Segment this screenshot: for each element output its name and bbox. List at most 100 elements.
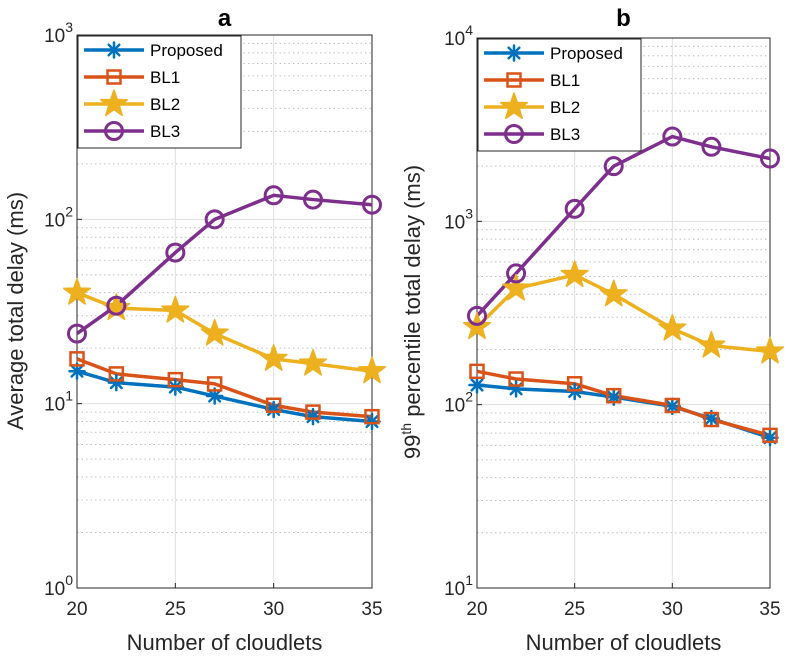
panel-b-marker-bl1: [605, 387, 622, 404]
panel-a-ytick-label: 102: [44, 203, 73, 231]
panel-b-series: [462, 126, 785, 447]
panel-a-marker-bl2: [62, 277, 92, 305]
panel-a-legend: Proposed BL1 BL2 BL3: [77, 35, 242, 149]
panel-a-axes-frame: [76, 34, 373, 589]
panel-a-ytick-exponent: 0: [65, 572, 73, 588]
panel-b-y-label-sup: th: [398, 423, 414, 435]
panel-b-legend-label-bl3: BL3: [550, 125, 580, 144]
panel-a-marker-bl2: [161, 295, 190, 323]
panel-b-y-label-main: 99: [400, 435, 425, 459]
panel-b-title: b: [616, 5, 631, 32]
panel-a-marker-bl2: [200, 318, 229, 346]
panel-b-series-line-bl1: [476, 369, 771, 438]
panel-b-xtick-label: 25: [564, 599, 585, 620]
panel-a-y-axis-label: Average total delay (ms): [3, 192, 28, 430]
panel-a-ytick-label: 100: [44, 572, 73, 600]
panel-a-xtick-label: 30: [263, 599, 284, 620]
panel-b-marker-proposed: [702, 409, 721, 428]
panel-a-marker-bl3: [204, 209, 225, 230]
panel-a-legend-label-proposed: Proposed: [150, 41, 223, 60]
panel-b-xtick-label: 35: [759, 599, 780, 620]
panel-b-marker-bl1: [703, 411, 720, 428]
panel-a-ytick-base: 10: [44, 26, 65, 47]
panel-b-marker-bl2: [755, 336, 785, 364]
panel-b-ytick-exponent: 4: [465, 22, 473, 38]
panel-b-ytick-base: 10: [444, 29, 465, 50]
panel-a-x-axis-label: Number of cloudlets: [127, 630, 323, 655]
panel-a-legend-label-bl2: BL2: [150, 95, 180, 114]
panel-b-marker-bl3: [467, 305, 487, 326]
panel-b-y-label-rest: percentile total delay (ms): [400, 165, 425, 423]
panel-a-ytick-exponent: 3: [65, 19, 73, 35]
panel-a-marker-bl3: [362, 194, 382, 215]
panel-b-legend-marker-bl2: [499, 92, 529, 120]
panel-b-xtick-label: 20: [466, 599, 487, 620]
panel-a-marker-bl3: [67, 323, 87, 344]
panel-b-legend-label-proposed: Proposed: [550, 44, 623, 63]
panel-a-marker-bl3: [263, 185, 284, 206]
panel-a-marker-proposed: [107, 373, 126, 392]
panel-b-xtick-label: 30: [662, 599, 683, 620]
panel-b-marker-bl1: [469, 363, 485, 380]
panel-b-ytick-exponent: 1: [465, 572, 473, 588]
panel-b-ytick-label: 103: [444, 205, 473, 233]
panel-b-marker-bl2: [502, 273, 531, 301]
panel-a-legend-marker-bl1: [106, 69, 122, 85]
panel-b-legend-box: [477, 38, 642, 152]
panel-b-legend-marker-bl3: [504, 124, 524, 144]
panel-b-ytick-base: 10: [444, 212, 465, 233]
panel-b-ytick-label: 104: [444, 22, 473, 50]
panel-a-legend-marker-bl2: [99, 89, 129, 117]
panel-a-ytick-base: 10: [44, 579, 65, 600]
panel-b-marker-bl3: [564, 198, 585, 219]
panel-b-ytick-label: 102: [444, 389, 473, 417]
panel-a-ytick-exponent: 2: [65, 203, 73, 219]
panel-a-ytick-base: 10: [44, 395, 65, 416]
panel-b-marker-bl1: [566, 376, 583, 392]
panel-a-xtick-label: 20: [66, 599, 87, 620]
panel-a-marker-bl3: [106, 295, 127, 316]
panel-a-marker-bl1: [108, 366, 125, 382]
panel-a-series: [62, 185, 387, 431]
panel-a-marker-bl1: [305, 404, 321, 420]
panel-b-ytick-exponent: 3: [465, 205, 473, 221]
panel-b-marker-bl2: [560, 260, 589, 288]
panel-a-marker-proposed: [304, 407, 322, 426]
panel-b-marker-proposed: [468, 376, 486, 394]
panel-a-ytick-label: 101: [44, 388, 73, 416]
panel-b-ytick-base: 10: [444, 396, 465, 417]
panel-b-marker-bl2: [599, 279, 628, 307]
panel-a-ytick-exponent: 1: [65, 388, 73, 404]
panel-b-marker-bl2: [658, 313, 687, 341]
panel-a-marker-bl1: [364, 408, 380, 425]
panel-a-legend-marker-proposed: [105, 41, 123, 59]
panel-b-marker-bl3: [506, 263, 527, 284]
panel-b-marker-bl1: [664, 397, 681, 414]
panel-a-ytick-base: 10: [44, 210, 65, 231]
panel-a-marker-bl3: [165, 242, 186, 263]
panel-b-series-line-bl3: [475, 134, 771, 318]
panel-a-marker-bl2: [298, 348, 328, 376]
panel-b-legend-label-bl1: BL1: [550, 71, 580, 90]
panel-b-legend-marker-bl1: [506, 72, 522, 88]
panel-a-xtick-label: 25: [165, 599, 186, 620]
panel-a-legend-marker-bl3: [104, 121, 124, 141]
panel-a-marker-bl2: [259, 344, 288, 371]
panel-a-title: a: [218, 5, 232, 32]
panel-b-x-axis-label: Number of cloudlets: [526, 630, 722, 655]
panel-a-ytick-label: 103: [44, 19, 73, 47]
panel-b-marker-bl1: [762, 427, 778, 444]
panel-a-xtick-label: 35: [361, 599, 382, 620]
panel-a-marker-bl1: [167, 371, 184, 388]
panel-b-y-axis-label: 99th percentile total delay (ms): [398, 165, 425, 459]
panel-b-marker-bl3: [701, 136, 722, 157]
panel-b-marker-bl3: [760, 148, 780, 169]
panel-a-marker-bl1: [69, 351, 85, 367]
panel-a-marker-bl3: [303, 189, 323, 210]
panel-b-legend-label-bl2: BL2: [550, 98, 580, 117]
panel-a-marker-proposed: [363, 412, 381, 431]
